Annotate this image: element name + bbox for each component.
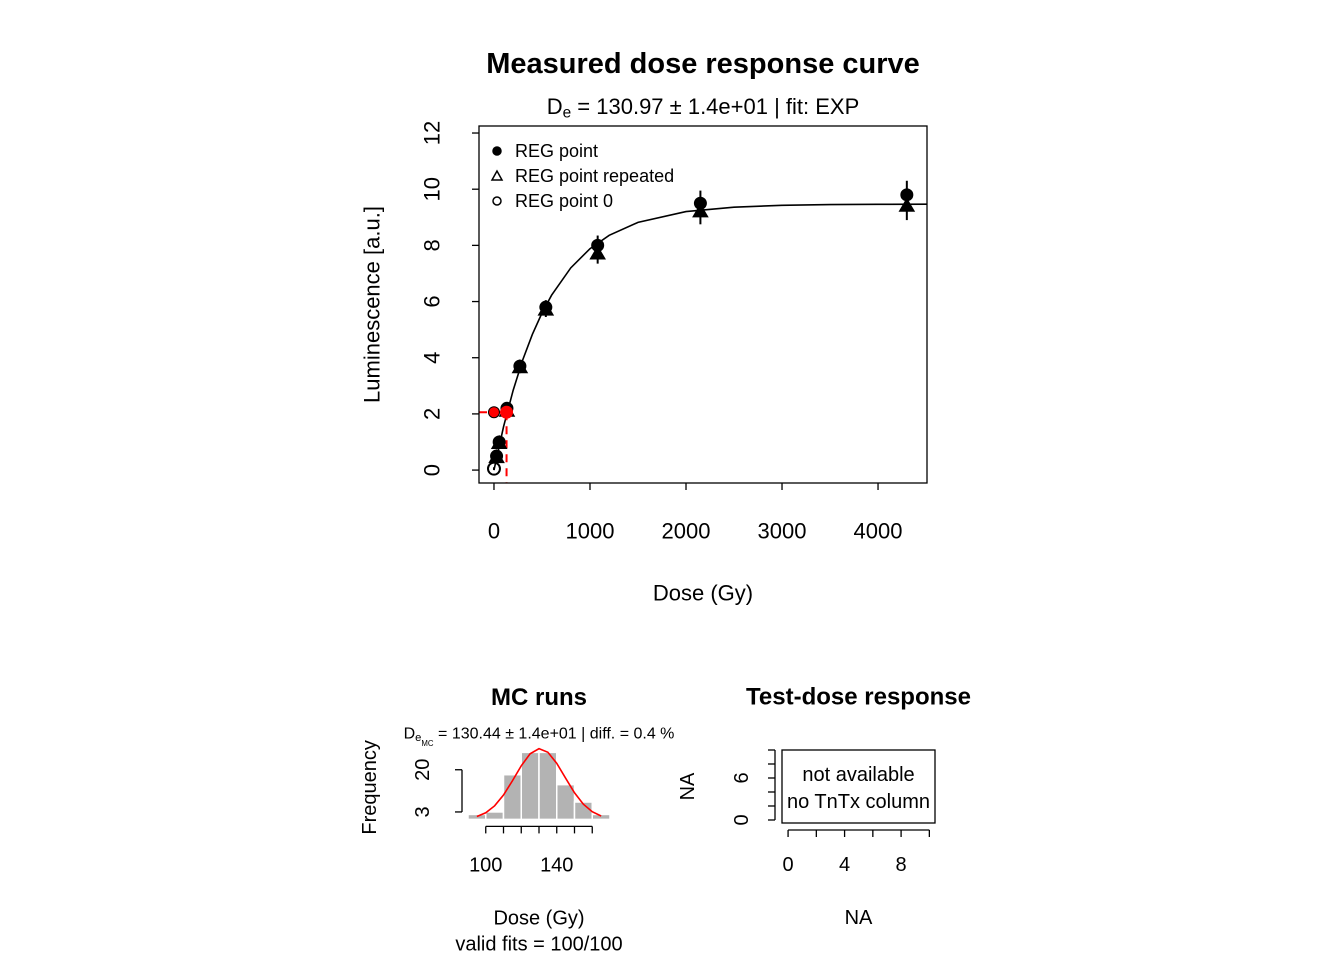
chart-title: Test-dose response [746,684,971,711]
x-tick-label: 0 [488,519,500,544]
y-tick-label: 0 [420,464,445,476]
y-tick-label: 10 [420,177,445,201]
legend-label: REG point repeated [515,166,674,186]
triangle-marker [511,359,529,374]
x-axis-sublabel: valid fits = 100/100 [455,933,622,955]
subtitle-part: = 130.44 ± 1.4e+01 | diff. = 0.4 % [434,725,675,742]
y-tick-label: 12 [420,121,445,145]
subtitle-part: e [563,104,572,121]
y-tick-label: 6 [420,295,445,307]
legend-marker [492,196,502,206]
natural-point [487,406,500,419]
y-tick-label: 0 [731,814,753,825]
y-tick-label: 20 [412,759,434,781]
triangle-marker [692,203,709,218]
x-tick-label: 0 [783,854,794,876]
subtitle-part: D [404,725,416,742]
x-tick-label: 4000 [854,519,903,544]
x-tick-label: 1000 [566,519,615,544]
histogram-bar [467,813,487,821]
chart-title: MC runs [491,684,587,711]
chart-subtitle: De = 130.97 ± 1.4e+01 | fit: EXP [547,94,860,122]
y-axis-label: Frequency [359,740,381,835]
x-tick-label: 140 [540,854,573,876]
histogram-bar [485,811,505,821]
chart-subtitle: DeMC = 130.44 ± 1.4e+01 | diff. = 0.4 % [404,725,675,748]
legend-label: REG point 0 [515,191,613,211]
y-tick-label: 4 [420,352,445,364]
x-tick-label: 8 [896,854,907,876]
open-circle-marker [486,461,501,476]
y-tick-label: 6 [731,772,753,783]
triangle-marker [490,434,508,450]
legend-marker [492,146,502,156]
y-axis-label: Luminescence [a.u.] [360,206,385,403]
triangle-marker [589,245,606,260]
plot-area [479,180,927,483]
y-tick-label: 3 [412,806,434,817]
fit-curve [493,203,927,471]
subtitle-part: = 130.97 ± 1.4e+01 | fit: EXP [571,94,859,119]
normal-curve [476,747,602,818]
y-axis-label: NA [677,772,699,800]
y-tick-label: 8 [420,239,445,251]
subtitle-part: D [547,94,563,119]
plot-frame [478,125,928,484]
y-tick-label: 2 [420,408,445,420]
x-axis-label: Dose (Gy) [653,581,753,606]
x-tick-label: 100 [469,854,502,876]
x-tick-label: 4 [839,854,850,876]
legend-label: REG point [515,141,598,161]
triangle-marker [898,197,916,212]
histogram-bar [538,751,558,821]
x-axis-label: Dose (Gy) [493,907,584,929]
x-tick-label: 3000 [758,519,807,544]
plot-frame [781,749,936,824]
subtitle-part: e [415,732,421,744]
chart-title: Measured dose response curve [486,48,920,80]
message-group: not available no TnTx column [787,764,930,813]
legend-marker [490,169,504,181]
x-tick-label: 2000 [662,519,711,544]
histogram-bar [591,813,611,821]
subtitle-part: MC [421,739,434,748]
de-point [500,405,514,419]
message: not available [802,764,914,786]
triangle-marker [537,301,555,316]
x-axis-label: NA [845,907,873,929]
message: no TnTx column [787,791,930,813]
